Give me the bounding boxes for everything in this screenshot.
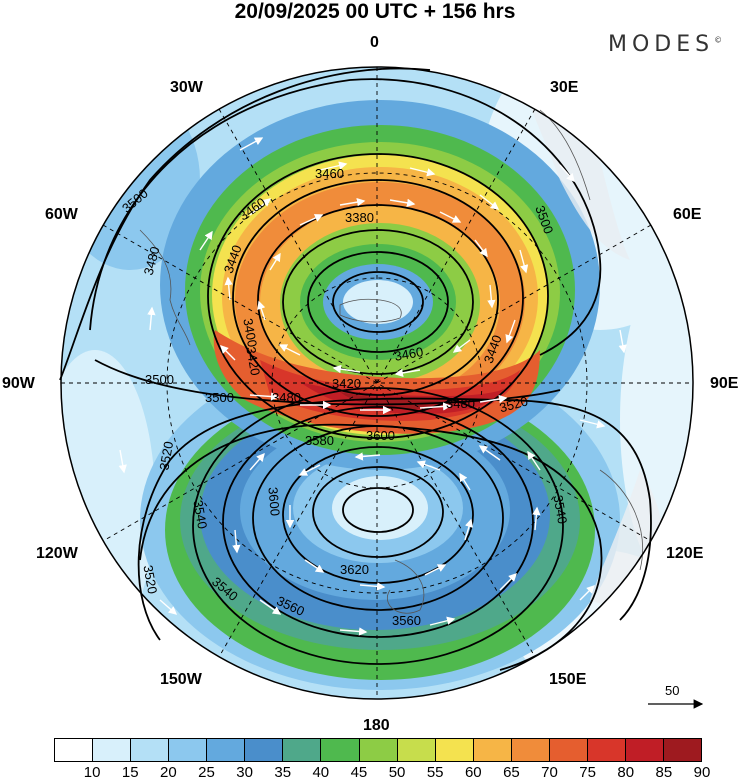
colorbar-cell bbox=[359, 739, 398, 761]
brand-text: MODES bbox=[608, 32, 715, 57]
color-scale-bar bbox=[54, 738, 702, 762]
colorbar-tick-label: 20 bbox=[160, 764, 177, 781]
colorbar-cell bbox=[435, 739, 474, 761]
colorbar-cell bbox=[207, 739, 246, 761]
copyright-mark: © bbox=[714, 35, 723, 45]
contour-label: 3400 bbox=[240, 317, 260, 348]
colorbar-cell bbox=[169, 739, 208, 761]
label-30w: 30W bbox=[170, 79, 203, 96]
label-0: 0 bbox=[370, 34, 379, 51]
label-150w: 150W bbox=[160, 671, 202, 688]
graticule bbox=[61, 67, 693, 699]
contour-label: 3520 bbox=[140, 564, 160, 595]
contour-label: 3520 bbox=[498, 393, 530, 415]
label-120e: 120E bbox=[666, 545, 704, 562]
colorbar-tick-label: 70 bbox=[541, 764, 558, 781]
colorbar-tick-label: 50 bbox=[388, 764, 406, 781]
colorbar-cell bbox=[473, 739, 512, 761]
contour-label: 3460 bbox=[315, 166, 344, 181]
label-60e: 60E bbox=[673, 206, 702, 223]
colorbar-tick-label: 75 bbox=[579, 764, 596, 781]
label-90e: 90E bbox=[710, 375, 739, 392]
contour-label: 3460 bbox=[393, 344, 424, 364]
colorbar-cell bbox=[283, 739, 322, 761]
colorbar-cell bbox=[131, 739, 170, 761]
colorbar-cell bbox=[511, 739, 550, 761]
colorbar-tick-label: 80 bbox=[617, 764, 635, 781]
colorbar-tick-label: 30 bbox=[236, 764, 253, 781]
contour-label: 3580 bbox=[305, 433, 334, 448]
contour-label: 3620 bbox=[340, 562, 369, 577]
colorbar-cell bbox=[321, 739, 360, 761]
colorbar-cell bbox=[549, 739, 588, 761]
contour-label: 3500 bbox=[145, 372, 174, 387]
label-150e: 150E bbox=[549, 671, 587, 688]
contour-label: 3600 bbox=[265, 486, 282, 516]
label-30e: 30E bbox=[550, 79, 579, 96]
contour-label: 3520 bbox=[156, 440, 176, 471]
contour-label: 3420 bbox=[332, 376, 361, 391]
colorbar-cell bbox=[664, 739, 702, 761]
contour-label: 3480 bbox=[446, 396, 475, 411]
colorbar-tick-label: 40 bbox=[312, 764, 330, 781]
colorbar-tick-label: 25 bbox=[198, 764, 215, 781]
colorbar-tick-label: 45 bbox=[350, 764, 368, 781]
color-scale-ticks: 10 15 20 25 30 35 40 45 50 55 60 65 70 75 80 85 90 bbox=[54, 764, 711, 782]
contour-label: 3540 bbox=[550, 494, 570, 525]
map-title: 20/09/2025 00 UTC + 156 hrs bbox=[234, 0, 516, 23]
label-180: 180 bbox=[363, 717, 390, 734]
colorbar-cell bbox=[625, 739, 664, 761]
colorbar-cell bbox=[93, 739, 132, 761]
contour-label: 3480 bbox=[272, 390, 301, 405]
contour-label: 3420 bbox=[243, 346, 263, 377]
colorbar-tick-label: 90 bbox=[693, 764, 711, 781]
colorbar-tick-label: 55 bbox=[426, 764, 444, 781]
contour-label: 3480 bbox=[141, 245, 163, 277]
colorbar-tick-label: 65 bbox=[503, 764, 520, 781]
label-90w: 90W bbox=[2, 375, 35, 392]
contour-label: 3560 bbox=[392, 613, 421, 628]
reference-vector-label: 50 bbox=[665, 683, 680, 698]
colorbar-tick-label: 10 bbox=[83, 764, 101, 781]
colorbar-cell bbox=[587, 739, 626, 761]
contour-label: 3540 bbox=[190, 499, 210, 530]
wind-vectors bbox=[118, 137, 627, 636]
contour-label: 3600 bbox=[366, 428, 395, 443]
map-boundary bbox=[60, 66, 694, 700]
label-60w: 60W bbox=[45, 206, 78, 223]
contour-label: 3500 bbox=[205, 390, 234, 405]
modes-logo: MODES© bbox=[608, 32, 722, 57]
colorbar-tick-label: 85 bbox=[655, 764, 673, 781]
colorbar-tick-label: 15 bbox=[121, 764, 139, 781]
colorbar-tick-label: 60 bbox=[464, 764, 482, 781]
colorbar-cell bbox=[397, 739, 436, 761]
contour-label: 3380 bbox=[345, 210, 374, 225]
colorbar-tick-label: 35 bbox=[274, 764, 292, 781]
label-120w: 120W bbox=[36, 545, 78, 562]
colorbar-cell bbox=[55, 739, 94, 761]
colorbar-cell bbox=[245, 739, 284, 761]
